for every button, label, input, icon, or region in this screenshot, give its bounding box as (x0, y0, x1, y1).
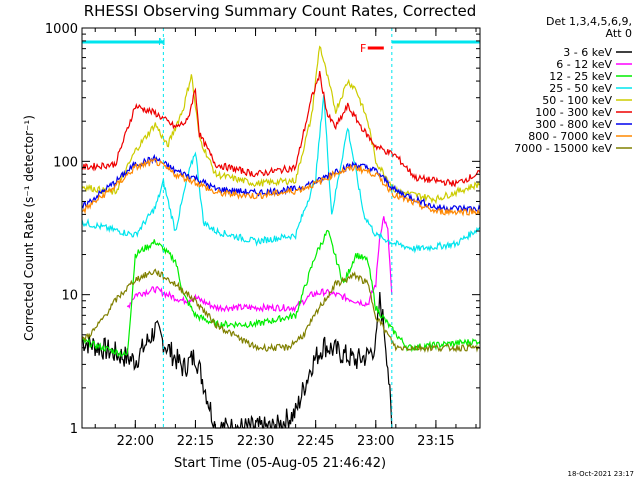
x-tick-label: 22:45 (297, 434, 334, 449)
legend-label: 7000 - 15000 keV (514, 142, 612, 155)
series-line-25-50-kev (81, 95, 481, 254)
y-tick-label: 10 (61, 289, 78, 304)
x-tick-label: 22:15 (177, 434, 214, 449)
legend-label: 3 - 6 keV (563, 46, 612, 59)
legend-title: Det 1,3,4,5,6,9, (546, 15, 632, 28)
series-line-6-12-kev (126, 216, 393, 313)
x-tick-label: 23:00 (357, 434, 394, 449)
x-tick-label: 23:15 (417, 434, 454, 449)
y-tick-label: 1000 (45, 22, 78, 37)
legend-label: 25 - 50 keV (549, 82, 612, 95)
y-axis-label: Corrected Count Rate (s⁻¹ detector⁻¹) (22, 115, 36, 341)
y-tick-label: 100 (53, 155, 78, 170)
series-line-50-100-kev (81, 45, 481, 205)
y-tick-label: 1 (70, 422, 78, 437)
legend-label: 800 - 7000 keV (528, 130, 612, 143)
plot-area: 1 10 100 1000 22:00 22:15 22:30 22:45 23:00 23:15… (45, 22, 632, 449)
chart-title: RHESSI Observing Summary Count Rates, Co… (84, 2, 477, 20)
x-axis-label: Start Time (05-Aug-05 21:46:42) (174, 456, 386, 471)
legend-label: 50 - 100 keV (542, 94, 612, 107)
flare-flag-label: F (360, 42, 366, 55)
legend-subtitle: Att 0 (606, 27, 632, 40)
series-line-800-7000-kev (81, 158, 481, 217)
series-line-7000-15000-kev (81, 268, 481, 353)
plot-frame (81, 27, 481, 429)
legend-label: 12 - 25 keV (549, 70, 612, 83)
x-tick-label: 22:00 (117, 434, 154, 449)
series-line-100-300-kev (81, 71, 481, 188)
x-tick-label: 22:30 (237, 434, 274, 449)
timestamp: 18-Oct-2021 23:17 (568, 470, 634, 478)
legend-label: 100 - 300 keV (535, 106, 612, 119)
legend-label: 300 - 800 keV (535, 118, 612, 131)
legend-label: 6 - 12 keV (556, 58, 612, 71)
series-line-3-6-kev (81, 291, 393, 429)
